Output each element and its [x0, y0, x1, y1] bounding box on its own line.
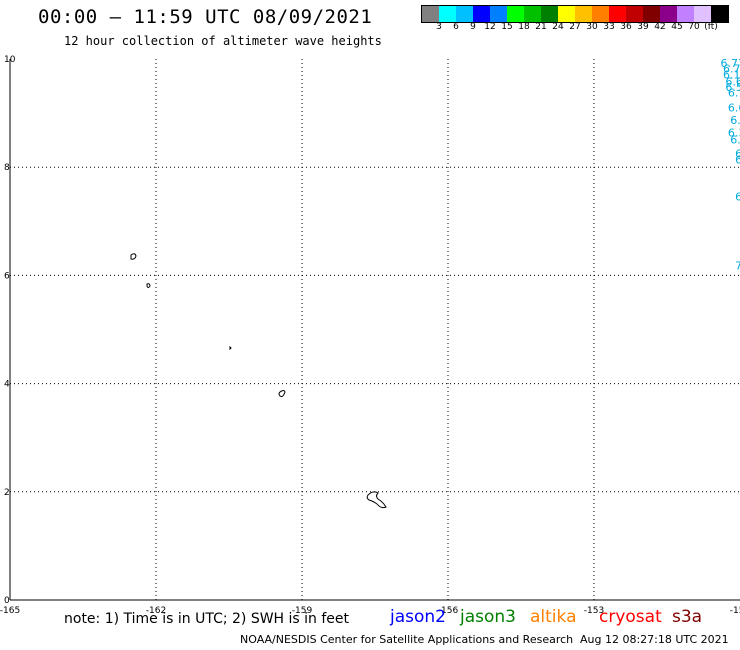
- axis-tick-labels: -165 -162 -159 -156 -153 -150 0 2 4 6 8 10: [0, 55, 740, 616]
- wave-height-value: 6.46: [730, 114, 740, 127]
- x-tick-label: -159: [292, 606, 313, 616]
- wave-height-value: 6.43: [735, 148, 740, 161]
- satellite-legend-jason3: jason3: [460, 607, 516, 627]
- x-tick-label: -153: [584, 606, 604, 616]
- color-scale-label: 36: [620, 22, 632, 32]
- color-scale-label: 12: [484, 22, 496, 32]
- wave-height-value: 6.68: [728, 102, 740, 115]
- satellite-legend-jason2: jason2: [390, 607, 446, 627]
- color-scale-label: 24: [552, 22, 564, 32]
- color-scale-label: 15: [501, 22, 513, 32]
- color-swatch: [626, 6, 643, 22]
- color-swatch: [541, 6, 558, 22]
- chart-title: 00:00 – 11:59 UTC 08/09/2021: [38, 6, 373, 28]
- color-scale-label: 45: [671, 22, 683, 32]
- x-tick-label: -150: [730, 606, 740, 616]
- color-swatch: [592, 6, 609, 22]
- color-scale-label: 30: [586, 22, 598, 32]
- wave-height-value: 6.72: [730, 134, 740, 147]
- wave-height-value: 6.74: [723, 63, 740, 76]
- wave-height-value: 6.73: [735, 190, 740, 203]
- chart-subtitle: 12 hour collection of altimeter wave hei…: [64, 34, 382, 48]
- color-scale-label: (ft): [704, 22, 718, 32]
- wave-height-value: 6.14: [735, 154, 740, 167]
- color-swatch: [439, 6, 456, 22]
- color-swatch: [575, 6, 592, 22]
- color-swatch: [558, 6, 575, 22]
- color-scale-label: 18: [518, 22, 530, 32]
- generated-timestamp: Aug 12 08:27:18 UTC 2021: [580, 633, 729, 646]
- x-tick-label: -162: [146, 606, 166, 616]
- color-swatch: [456, 6, 473, 22]
- satellite-legend-altika: altika: [530, 607, 577, 627]
- y-tick-label: 8: [4, 163, 10, 173]
- color-swatch: [473, 6, 490, 22]
- wave-height-value: 6.18: [728, 87, 740, 100]
- color-swatch: [507, 6, 524, 22]
- y-tick-label: 2: [4, 488, 10, 498]
- x-tick-label: -165: [0, 606, 20, 616]
- island-outline: [229, 345, 232, 351]
- color-swatch: [677, 6, 694, 22]
- color-swatch: [609, 6, 626, 22]
- color-swatch: [711, 6, 728, 22]
- map-grid: [9, 59, 740, 601]
- color-scale-label: 27: [569, 22, 581, 32]
- color-scale-label: 21: [535, 22, 547, 32]
- x-tick-label: -156: [438, 606, 459, 616]
- island-outline: [130, 253, 137, 260]
- units-note: note: 1) Time is in UTC; 2) SWH is in fe…: [64, 611, 350, 627]
- color-scale-label: 33: [603, 22, 615, 32]
- color-swatch: [422, 6, 439, 22]
- satellite-legend-s3a: s3a: [672, 607, 703, 627]
- island-outline: [366, 491, 387, 509]
- color-scale-label: 39: [637, 22, 649, 32]
- color-swatch: [490, 6, 507, 22]
- satellite-legend-cryosat: cryosat: [599, 607, 662, 627]
- color-scale-label: 3: [436, 22, 442, 32]
- color-scale-label: 70: [688, 22, 700, 32]
- color-scale-label: 6: [453, 22, 459, 32]
- wave-height-value: 6.39: [728, 127, 740, 140]
- island-outline: [146, 283, 151, 288]
- color-scale-label: 9: [470, 22, 476, 32]
- wave-height-value: 6.16: [723, 69, 740, 82]
- wave-height-value: 6.77: [721, 57, 740, 70]
- y-tick-label: 4: [4, 380, 10, 390]
- wave-height-labels: 6.776.746.166.626.556.18 6.686.466.396.72…: [721, 57, 740, 273]
- wave-height-value: 6.62: [725, 76, 740, 89]
- island-outlines: [130, 253, 387, 509]
- island-outline: [278, 390, 286, 397]
- color-scale-label: 42: [654, 22, 666, 32]
- y-tick-label: 6: [4, 271, 10, 281]
- credit-line: NOAA/NESDIS Center for Satellite Applica…: [240, 633, 574, 646]
- y-tick-label: 0: [4, 596, 10, 606]
- wave-height-value: 6.55: [725, 81, 740, 94]
- y-tick-label: 10: [4, 55, 16, 65]
- color-swatch: [643, 6, 660, 22]
- color-swatch: [660, 6, 677, 22]
- wave-height-value: 7.46: [735, 260, 740, 273]
- color-scale-bar: [421, 5, 729, 23]
- color-swatch: [694, 6, 711, 22]
- color-swatch: [524, 6, 541, 22]
